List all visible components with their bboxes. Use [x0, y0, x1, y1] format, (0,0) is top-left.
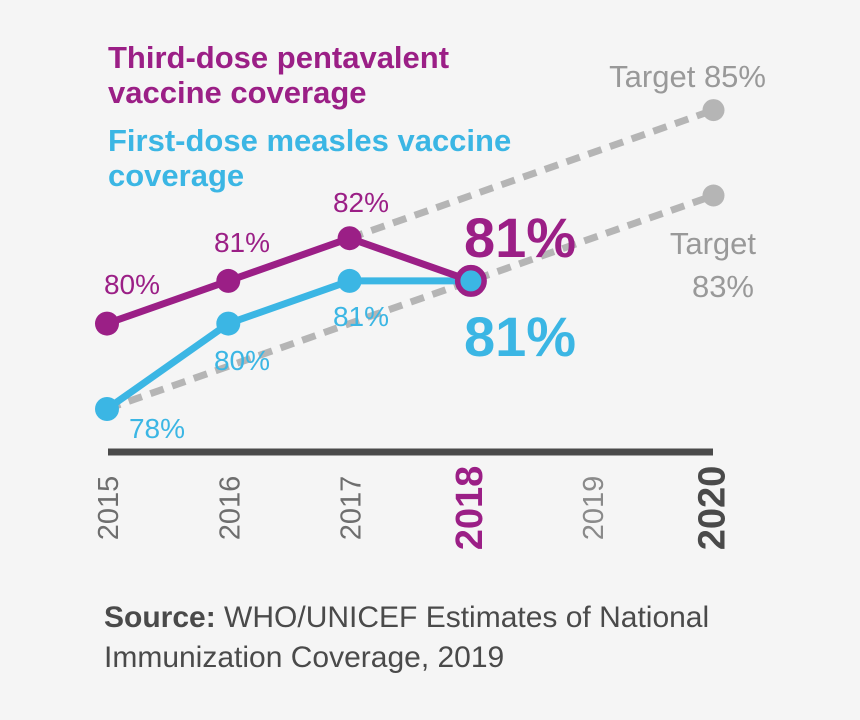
year-label-2019: 2019	[578, 476, 610, 541]
pentavalent-label-2018: 81%	[464, 206, 576, 269]
measles-label-2017: 81%	[333, 301, 389, 332]
year-label-2020: 2020	[692, 466, 734, 551]
target-85-endpoint	[702, 99, 725, 122]
pentavalent-label-2015: 80%	[104, 269, 160, 300]
legend-measles-line2: coverage	[108, 158, 245, 193]
legend-measles-line1: First-dose measles vaccine	[108, 123, 512, 158]
highlight-point-2018	[455, 265, 487, 297]
target-83-label-line1: Target	[670, 226, 757, 261]
pentavalent-label-2016: 81%	[214, 227, 270, 258]
measles-label-2015: 78%	[129, 413, 185, 444]
year-label-2015: 2015	[93, 476, 125, 541]
target-85-line	[348, 106, 715, 242]
measles-label-2018: 81%	[464, 305, 576, 368]
measles-point-2015	[95, 397, 119, 421]
pentavalent-point-2017	[337, 226, 362, 251]
pentavalent-point-2016	[216, 268, 241, 293]
target-83-line	[105, 192, 715, 413]
legend-pentavalent-line1: Third-dose pentavalent	[108, 40, 450, 75]
source-note: Source: WHO/UNICEF Estimates of National…	[104, 598, 744, 678]
source-text: WHO/UNICEF Estimates of National Immuniz…	[104, 601, 710, 674]
year-label-2018: 2018	[449, 466, 491, 551]
target-83-label-line2: 83%	[692, 269, 754, 304]
measles-point-2017	[337, 268, 362, 293]
measles-series-line	[104, 277, 471, 412]
pentavalent-point-2015	[95, 311, 119, 336]
pentavalent-label-2017: 82%	[333, 187, 389, 218]
legend-pentavalent-line2: vaccine coverage	[108, 75, 367, 110]
year-label-2016: 2016	[214, 476, 246, 541]
pentavalent-series-line	[105, 234, 473, 327]
source-label: Source:	[104, 601, 216, 634]
target-85-label: Target 85%	[609, 59, 766, 94]
measles-point-2016	[216, 311, 241, 336]
year-label-2017: 2017	[336, 476, 368, 541]
target-83-endpoint	[702, 184, 725, 207]
measles-label-2016: 80%	[214, 345, 270, 376]
